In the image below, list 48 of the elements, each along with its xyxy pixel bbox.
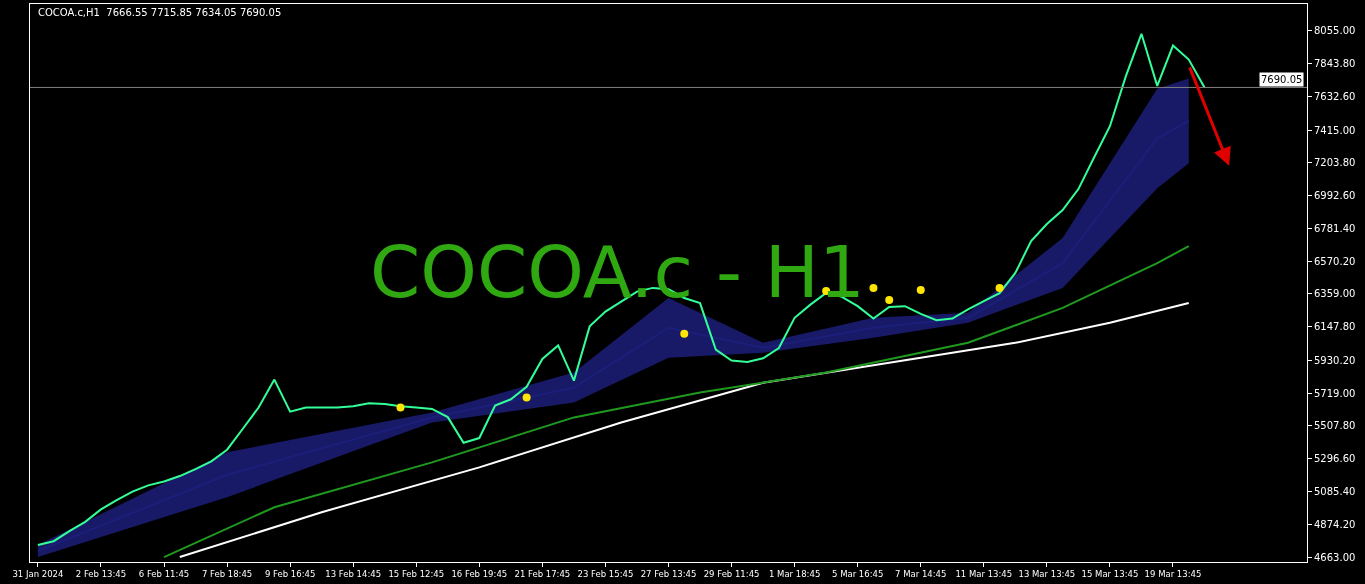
line-series	[178, 301, 1190, 559]
point	[869, 283, 878, 292]
y-tick-label: 5296.60	[1314, 453, 1356, 465]
point	[522, 393, 531, 402]
point	[916, 285, 925, 294]
x-tick-label: 23 Feb 15:45	[577, 569, 634, 580]
x-tick-label: 9 Feb 16:45	[264, 569, 316, 580]
y-tick-label: 5719.00	[1314, 387, 1356, 399]
y-tick-label: 6147.80	[1314, 321, 1356, 333]
ref-line-label: 7690.05	[1261, 74, 1303, 85]
x-tick-label: 15 Mar 13:45	[1081, 569, 1139, 580]
point	[680, 329, 689, 338]
point	[396, 403, 405, 412]
line-series	[163, 245, 1190, 559]
x-tick-label: 29 Feb 11:45	[703, 569, 760, 580]
x-tick-label: 19 Mar 13:45	[1144, 569, 1202, 580]
y-tick-label: 7203.80	[1314, 157, 1356, 169]
y-tick-label: 6570.20	[1314, 255, 1356, 267]
x-tick-label: 31 Jan 2024	[12, 569, 64, 580]
x-tick-label: 1 Mar 18:45	[768, 569, 821, 580]
y-tick-label: 7843.80	[1314, 58, 1356, 70]
y-tick-label: 5930.20	[1314, 354, 1356, 366]
point	[995, 283, 1004, 292]
y-tick-label: 4663.00	[1314, 551, 1356, 563]
x-tick-label: 2 Feb 13:45	[75, 569, 127, 580]
y-tick-label: 7632.60	[1314, 90, 1356, 102]
x-tick-label: 11 Mar 13:45	[955, 569, 1013, 580]
y-tick-label: 8055.00	[1314, 25, 1356, 37]
x-tick-label: 21 Feb 17:45	[514, 569, 571, 580]
chart-title: COCOA.c,H1 7666.55 7715.85 7634.05 7690.05	[38, 7, 282, 18]
y-tick-label: 5085.40	[1314, 486, 1356, 498]
point	[885, 295, 894, 304]
y-tick-label: 6359.00	[1314, 288, 1356, 300]
x-tick-label: 5 Mar 16:45	[832, 569, 884, 580]
x-tick-label: 7 Feb 18:45	[201, 569, 253, 580]
annotation: COCOA.c - H1	[370, 230, 865, 314]
x-tick-label: 15 Feb 12:45	[388, 569, 445, 580]
y-tick-label: 6992.60	[1314, 190, 1356, 202]
y-tick-label: 6781.40	[1314, 222, 1356, 234]
x-tick-label: 7 Mar 14:45	[895, 569, 947, 580]
x-tick-label: 13 Mar 13:45	[1018, 569, 1076, 580]
x-tick-label: 27 Feb 13:45	[640, 569, 697, 580]
y-tick-label: 5507.80	[1314, 420, 1356, 432]
x-tick-label: 16 Feb 19:45	[451, 569, 508, 580]
y-tick-label: 7415.00	[1314, 124, 1356, 136]
x-tick-label: 6 Feb 11:45	[138, 569, 190, 580]
x-tick-label: 13 Feb 14:45	[325, 569, 382, 580]
y-tick-label: 4874.20	[1314, 518, 1356, 530]
